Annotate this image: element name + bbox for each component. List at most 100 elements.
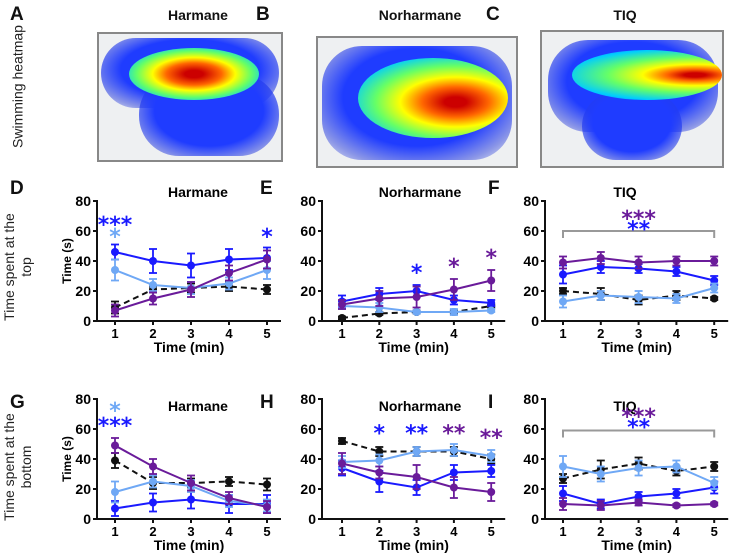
data-point-purple-h [487, 488, 496, 496]
y-tick-label-d: 0 [83, 313, 91, 329]
x-tick-label-h: 2 [376, 524, 383, 539]
x-tick-label-h: 1 [338, 524, 345, 539]
data-point-purple-e [412, 293, 421, 301]
x-axis-label-g: Time (min) [154, 537, 225, 553]
x-axis-label-e: Time (min) [378, 339, 449, 355]
data-point-purple-f [559, 258, 567, 267]
data-point-control-h [338, 437, 346, 445]
data-point-lightblue-g [149, 477, 157, 486]
data-point-lightblue-i [559, 462, 567, 471]
y-tick-label-i: 60 [523, 421, 539, 437]
data-point-purple-i [559, 500, 567, 508]
y-tick-label-i: 0 [531, 511, 539, 527]
x-tick-label-h: 5 [488, 524, 495, 539]
y-tick-label-d: 60 [75, 223, 91, 239]
data-point-blue-i [559, 489, 567, 498]
data-point-control-d [263, 285, 271, 294]
y-tick-label-d: 20 [75, 283, 91, 299]
data-point-lightblue-i [672, 462, 681, 471]
data-point-purple-g [263, 503, 271, 511]
data-point-lightblue-i [710, 479, 719, 487]
y-tick-label-h: 40 [300, 451, 316, 467]
y-axis-label-g: Time (s) [60, 436, 74, 482]
y-tick-label-f: 40 [523, 253, 539, 269]
x-tick-label-d: 4 [225, 326, 233, 341]
x-tick-label-d: 3 [187, 326, 194, 341]
data-point-blue-h [449, 468, 458, 477]
heatmap-title-harmane: Harmane [168, 7, 228, 23]
y-tick-label-e: 20 [300, 283, 316, 299]
y-tick-label-e: 0 [308, 313, 316, 329]
y-tick-label-g: 80 [75, 391, 91, 407]
data-point-blue-f [710, 276, 719, 285]
significance-stars-f: *** [621, 207, 656, 232]
significance-stars-i: ** [627, 416, 651, 441]
y-tick-label-g: 20 [75, 481, 91, 497]
x-tick-label-d: 1 [111, 326, 118, 341]
data-point-purple-f [596, 254, 605, 262]
panel-letter-g: G [10, 392, 25, 413]
significance-stars-e: * [411, 261, 423, 286]
heatmap-norharmane [316, 36, 518, 168]
x-tick-label-f: 3 [635, 326, 642, 341]
data-point-purple-d [263, 255, 271, 264]
data-point-purple-e [375, 294, 384, 303]
y-tick-label-h: 80 [300, 391, 316, 407]
y-tick-label-i: 20 [523, 481, 539, 497]
data-point-blue-d [187, 261, 195, 270]
x-tick-label-d: 5 [263, 326, 270, 341]
x-tick-label-g: 4 [225, 524, 233, 539]
significance-stars-g: *** [98, 414, 133, 439]
y-tick-label-f: 60 [523, 223, 539, 239]
x-tick-label-i: 1 [559, 524, 566, 539]
data-point-purple-d [225, 269, 233, 277]
data-point-purple-d [187, 285, 195, 294]
significance-stars-i: *** [621, 405, 656, 430]
y-tick-label-e: 40 [300, 253, 316, 269]
data-point-purple-i [672, 501, 681, 510]
data-point-control-h [375, 447, 384, 456]
data-point-lightblue-e [449, 308, 458, 316]
y-tick-label-i: 80 [523, 391, 539, 407]
data-point-purple-i [596, 501, 605, 510]
significance-stars-g: * [109, 399, 121, 424]
panel-letter-h: H [260, 392, 274, 413]
significance-stars-f: ** [627, 218, 651, 243]
y-tick-label-d: 80 [75, 193, 91, 209]
data-point-blue-g [149, 498, 157, 507]
panel-letter-d: D [10, 178, 24, 199]
significance-stars-h: ** [442, 422, 466, 447]
x-tick-label-e: 4 [450, 326, 458, 341]
data-point-purple-i [710, 500, 719, 508]
data-point-lightblue-d [111, 266, 119, 274]
data-point-lightblue-f [672, 294, 681, 303]
data-point-lightblue-h [487, 452, 496, 460]
x-tick-label-e: 2 [376, 326, 383, 341]
x-tick-label-f: 5 [711, 326, 718, 341]
data-point-lightblue-e [487, 306, 496, 315]
y-tick-label-g: 60 [75, 421, 91, 437]
data-point-lightblue-f [559, 297, 567, 306]
data-point-blue-h [375, 477, 384, 486]
significance-stars-e: * [448, 255, 460, 280]
data-point-blue-e [487, 299, 496, 307]
data-point-purple-h [375, 468, 384, 477]
x-tick-label-i: 2 [597, 524, 604, 539]
data-point-lightblue-f [710, 284, 719, 292]
data-point-blue-d [111, 248, 119, 256]
data-point-control-f [710, 294, 719, 303]
y-tick-label-h: 60 [300, 421, 316, 437]
data-point-control-g [111, 456, 119, 465]
y-tick-label-f: 0 [531, 313, 539, 329]
data-point-purple-e [449, 285, 458, 294]
data-point-lightblue-f [634, 293, 643, 301]
data-point-blue-d [149, 257, 157, 265]
panel-letter-i: I [488, 392, 494, 413]
x-tick-label-g: 1 [111, 524, 118, 539]
significance-bracket-f [562, 230, 716, 238]
data-point-purple-f [710, 257, 719, 265]
x-tick-label-g: 5 [263, 524, 270, 539]
x-tick-label-e: 3 [413, 326, 420, 341]
x-tick-label-d: 2 [149, 326, 156, 341]
